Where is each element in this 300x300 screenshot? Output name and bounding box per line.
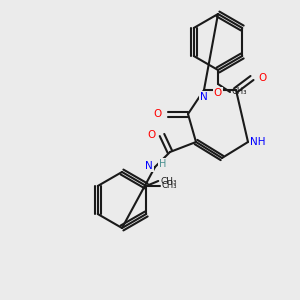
Text: CH₃: CH₃ — [161, 182, 177, 190]
Text: O: O — [148, 130, 156, 140]
Text: N: N — [200, 92, 208, 102]
Text: H: H — [159, 159, 166, 169]
Text: NH: NH — [250, 137, 266, 147]
Text: O: O — [214, 88, 222, 98]
Text: O: O — [258, 73, 266, 83]
Text: N: N — [145, 161, 153, 171]
Text: CH₃: CH₃ — [160, 176, 177, 185]
Text: CH₃: CH₃ — [231, 88, 247, 97]
Text: O: O — [154, 109, 162, 119]
